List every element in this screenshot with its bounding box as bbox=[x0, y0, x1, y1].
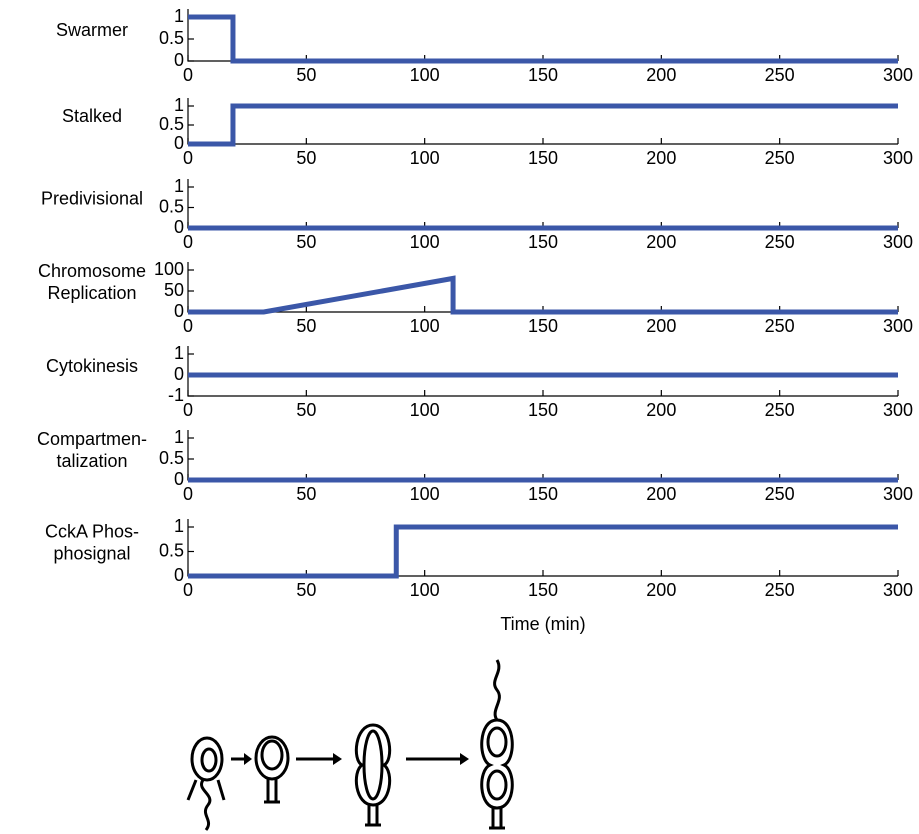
x-tick-label: 300 bbox=[883, 232, 913, 252]
x-tick-label: 300 bbox=[883, 580, 913, 600]
figure: 00.51050100150200250300Swarmer00.5105010… bbox=[0, 0, 919, 834]
x-tick-label: 0 bbox=[183, 65, 193, 85]
x-tick-label: 300 bbox=[883, 316, 913, 336]
y-axis-label: Replication bbox=[47, 283, 136, 303]
y-axis-label: Stalked bbox=[62, 106, 122, 126]
x-tick-label: 200 bbox=[646, 400, 676, 420]
axis-lines bbox=[188, 346, 898, 396]
x-tick-label: 0 bbox=[183, 232, 193, 252]
x-tick-label: 100 bbox=[410, 580, 440, 600]
y-tick-label: 0.5 bbox=[159, 196, 184, 216]
x-axis-label: Time (min) bbox=[500, 614, 585, 634]
x-tick-label: 200 bbox=[646, 148, 676, 168]
x-tick-label: 300 bbox=[883, 484, 913, 504]
y-tick-label: 100 bbox=[154, 259, 184, 279]
y-tick-label: 0.5 bbox=[159, 28, 184, 48]
x-tick-label: 250 bbox=[765, 484, 795, 504]
y-tick-label: 0.5 bbox=[159, 540, 184, 560]
x-tick-label: 0 bbox=[183, 484, 193, 504]
cell-cycle-diagram bbox=[188, 660, 512, 830]
x-tick-label: 250 bbox=[765, 232, 795, 252]
y-axis-label: Cytokinesis bbox=[46, 356, 138, 376]
y-axis-label: CckA Phos- bbox=[45, 521, 139, 541]
x-tick-label: 300 bbox=[883, 65, 913, 85]
x-tick-label: 200 bbox=[646, 65, 676, 85]
y-axis-label: Compartmen- bbox=[37, 429, 147, 449]
data-line bbox=[188, 527, 898, 576]
x-tick-label: 100 bbox=[410, 316, 440, 336]
data-line bbox=[188, 17, 898, 61]
y-tick-label: 1 bbox=[174, 176, 184, 196]
y-axis-label: Chromosome bbox=[38, 261, 146, 281]
x-tick-label: 100 bbox=[410, 484, 440, 504]
axis-lines bbox=[188, 430, 898, 480]
x-tick-label: 50 bbox=[296, 400, 316, 420]
x-tick-label: 150 bbox=[528, 65, 558, 85]
x-tick-label: 0 bbox=[183, 400, 193, 420]
y-tick-label: 0.5 bbox=[159, 448, 184, 468]
y-axis-label: talization bbox=[56, 451, 127, 471]
x-tick-label: 50 bbox=[296, 580, 316, 600]
x-tick-label: 50 bbox=[296, 232, 316, 252]
x-tick-label: 200 bbox=[646, 232, 676, 252]
x-tick-label: 0 bbox=[183, 316, 193, 336]
x-tick-label: 50 bbox=[296, 484, 316, 504]
x-tick-label: 150 bbox=[528, 484, 558, 504]
x-tick-label: 100 bbox=[410, 65, 440, 85]
x-tick-label: 200 bbox=[646, 484, 676, 504]
x-tick-label: 300 bbox=[883, 148, 913, 168]
x-tick-label: 250 bbox=[765, 316, 795, 336]
x-tick-label: 200 bbox=[646, 316, 676, 336]
x-tick-label: 50 bbox=[296, 316, 316, 336]
x-tick-label: 250 bbox=[765, 65, 795, 85]
y-tick-label: 1 bbox=[174, 95, 184, 115]
y-tick-label: 0.5 bbox=[159, 114, 184, 134]
x-tick-label: 50 bbox=[296, 148, 316, 168]
y-tick-label: 1 bbox=[174, 6, 184, 26]
y-tick-label: 1 bbox=[174, 516, 184, 536]
y-tick-label: 0 bbox=[174, 364, 184, 384]
y-axis-label: Swarmer bbox=[56, 20, 128, 40]
y-tick-label: 50 bbox=[164, 280, 184, 300]
axis-lines bbox=[188, 179, 898, 228]
x-tick-label: 300 bbox=[883, 400, 913, 420]
x-tick-label: 100 bbox=[410, 400, 440, 420]
x-tick-label: 200 bbox=[646, 580, 676, 600]
y-axis-label: Predivisional bbox=[41, 188, 143, 208]
x-tick-label: 150 bbox=[528, 580, 558, 600]
x-tick-label: 0 bbox=[183, 580, 193, 600]
y-axis-label: phosignal bbox=[53, 543, 130, 563]
x-tick-label: 250 bbox=[765, 148, 795, 168]
axis-lines bbox=[188, 9, 898, 61]
y-tick-label: -1 bbox=[168, 385, 184, 405]
x-tick-label: 150 bbox=[528, 148, 558, 168]
x-tick-label: 150 bbox=[528, 400, 558, 420]
x-tick-label: 100 bbox=[410, 232, 440, 252]
y-tick-label: 1 bbox=[174, 343, 184, 363]
x-tick-label: 250 bbox=[765, 400, 795, 420]
x-tick-label: 50 bbox=[296, 65, 316, 85]
y-tick-label: 1 bbox=[174, 427, 184, 447]
x-tick-label: 250 bbox=[765, 580, 795, 600]
x-tick-label: 0 bbox=[183, 148, 193, 168]
x-tick-label: 150 bbox=[528, 316, 558, 336]
x-tick-label: 150 bbox=[528, 232, 558, 252]
x-tick-label: 100 bbox=[410, 148, 440, 168]
